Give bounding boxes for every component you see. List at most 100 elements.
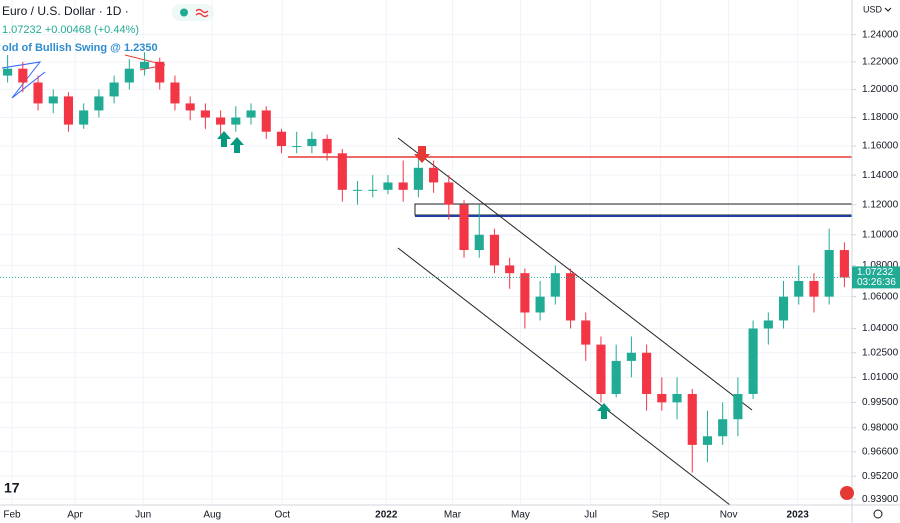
buy-arrow	[230, 137, 244, 153]
sell-arrow	[414, 146, 430, 163]
candle-body	[413, 167, 423, 190]
candle-body	[733, 393, 743, 420]
x-tick-label: 2022	[375, 510, 398, 521]
price-tag-value: 1.07232	[857, 267, 894, 278]
status-pill	[172, 4, 214, 21]
candle-body	[155, 61, 165, 83]
candle-body	[687, 393, 697, 445]
x-tick-label: Aug	[203, 510, 221, 521]
candle-body	[444, 182, 454, 205]
candle-body	[200, 110, 210, 118]
candle-body	[109, 82, 119, 97]
x-tick-label: Feb	[3, 510, 21, 521]
price-tag-countdown: 03:26:36	[857, 277, 896, 288]
axes: 1.24000 1.22000 1.20000 1.18000 1.16000 1.140…	[3, 29, 900, 521]
x-tick-label: Oct	[274, 510, 290, 521]
status-icon	[195, 8, 209, 18]
candle-body	[79, 110, 89, 125]
x-tick-label: Nov	[720, 510, 738, 521]
candle-body	[459, 204, 469, 251]
candle-body	[429, 167, 439, 183]
candle-body	[216, 117, 226, 125]
y-tick-label: 0.98000	[862, 422, 899, 433]
logo: 17	[4, 480, 20, 496]
candle-body	[474, 234, 484, 251]
y-tick-label: 0.95200	[862, 471, 899, 482]
candle-body	[307, 138, 317, 147]
y-tick-label: 1.22000	[862, 56, 899, 67]
candle-body	[596, 344, 606, 394]
currency-caret[interactable]	[884, 7, 892, 12]
buy-arrow	[597, 403, 611, 419]
candle-body	[535, 296, 545, 313]
candle-body	[322, 138, 332, 154]
candle-body	[94, 96, 104, 111]
buy-arrow	[217, 131, 231, 147]
candle-body	[383, 182, 393, 190]
candle-body	[170, 82, 180, 104]
candle-body	[520, 273, 530, 313]
candle-body	[626, 352, 636, 361]
candle-body	[352, 189, 363, 191]
candle-body	[642, 352, 652, 394]
y-tick-label: 1.20000	[862, 84, 899, 95]
y-tick-label: 1.04000	[862, 323, 899, 334]
currency-label[interactable]: USD	[863, 4, 883, 14]
candle-body	[748, 328, 758, 394]
settings-icon[interactable]	[873, 509, 883, 519]
candle-body	[18, 68, 28, 83]
candle-body	[672, 393, 682, 403]
candle-body	[718, 419, 728, 437]
y-tick-label: 1.24000	[862, 29, 899, 40]
y-tick-label: 1.18000	[862, 112, 899, 123]
x-tick-label: Mar	[444, 510, 462, 521]
candle-body	[63, 96, 74, 125]
candle-body	[139, 61, 150, 69]
candle-body	[368, 189, 378, 191]
y-tick-label: 1.16000	[862, 141, 899, 152]
candle-body	[337, 153, 347, 190]
candle-body	[292, 146, 302, 148]
indicator-label: old of Bullish Swing @ 1.2350	[2, 42, 158, 54]
candle-body	[276, 131, 287, 147]
flag-icon[interactable]	[840, 486, 854, 500]
candle-body	[398, 182, 408, 190]
quote: 1.07232 +0.00468 (+0.44%)	[2, 24, 139, 36]
candle-body	[48, 96, 58, 104]
candle-body	[809, 280, 819, 297]
candle-body	[581, 320, 591, 345]
grid	[0, 0, 852, 505]
y-tick-label: 1.01000	[862, 372, 899, 383]
candle-body	[611, 360, 621, 394]
price-tag	[852, 266, 900, 289]
x-tick-label: Apr	[67, 510, 83, 521]
y-tick-label: 0.93900	[862, 494, 899, 505]
x-tick-label: 2023	[787, 510, 810, 521]
candle-body	[794, 280, 804, 297]
candle-body	[763, 320, 773, 329]
y-tick-label: 1.10000	[862, 229, 899, 240]
x-tick-label: Jul	[584, 510, 597, 521]
symbol-title: Euro / U.S. Dollar · 1D ·	[2, 4, 129, 18]
y-tick-label: 1.02500	[862, 347, 899, 358]
y-tick-label: 0.96600	[862, 446, 899, 457]
candle-body	[550, 273, 560, 297]
candle-body	[778, 296, 789, 321]
x-tick-label: May	[511, 510, 530, 521]
candle-body	[246, 110, 256, 118]
candle-body	[505, 265, 515, 274]
channel-lower	[397, 247, 731, 506]
y-tick-label: 1.06000	[862, 291, 899, 302]
y-tick-label: 1.12000	[862, 199, 899, 210]
candle-body	[565, 273, 576, 321]
candle-body	[231, 117, 241, 125]
candle-body	[33, 82, 43, 104]
candle-body	[657, 393, 667, 403]
candle-body	[185, 103, 195, 111]
y-tick-label: 1.14000	[862, 170, 899, 181]
candle-body	[824, 250, 834, 297]
candle-body	[839, 250, 849, 278]
candle-body	[261, 110, 271, 132]
